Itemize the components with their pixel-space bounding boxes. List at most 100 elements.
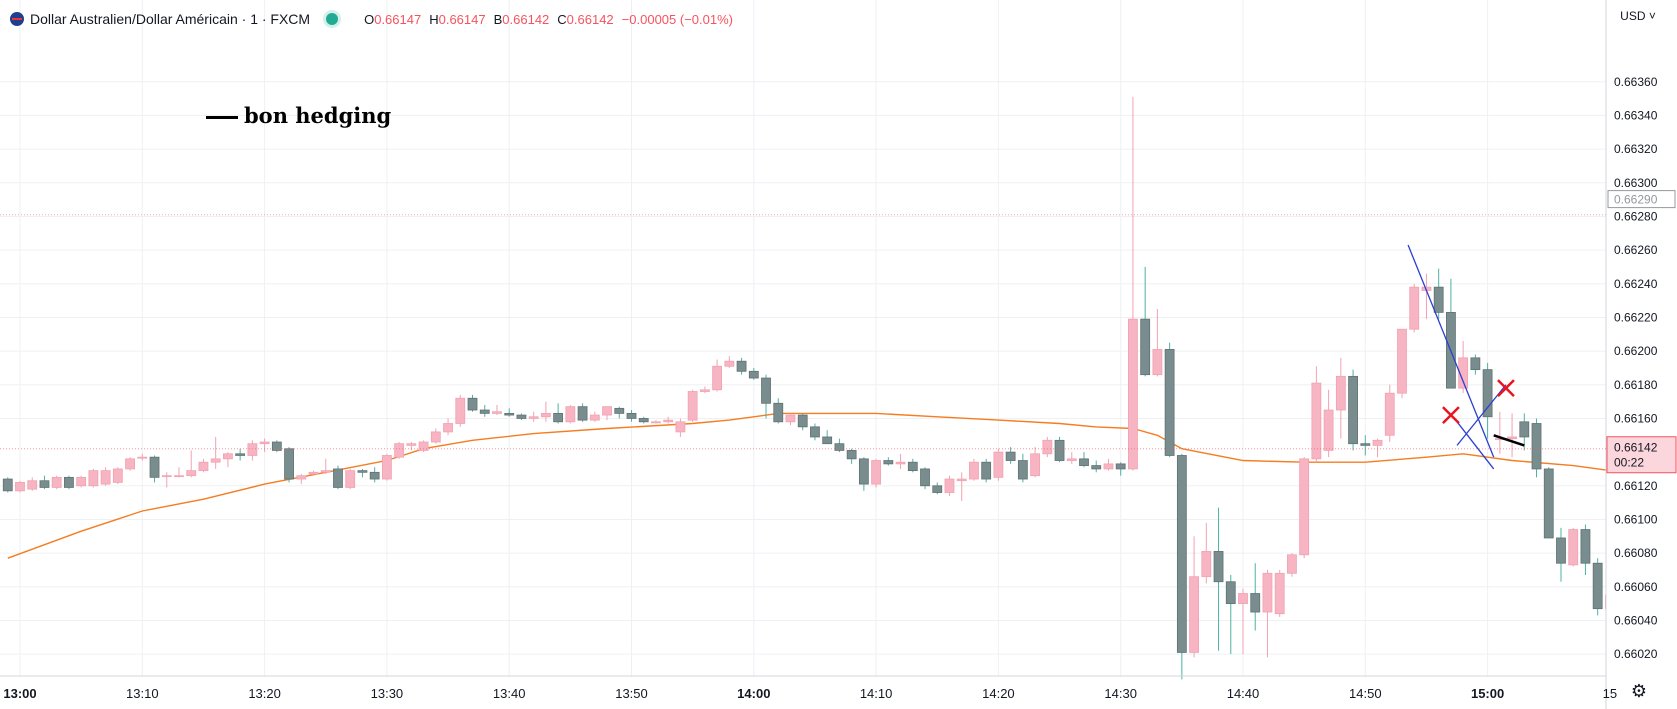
- candle-body: [430, 431, 441, 443]
- time-tick-label: 15: [1603, 686, 1617, 701]
- candle: [223, 452, 233, 468]
- candle-body: [699, 389, 710, 392]
- candle: [1592, 558, 1603, 616]
- candle-body: [638, 418, 649, 423]
- candle-body: [381, 455, 392, 480]
- candle: [88, 468, 99, 488]
- candle: [1201, 522, 1212, 584]
- candle: [76, 475, 87, 488]
- candle: [1274, 569, 1285, 618]
- australia-flag-icon: [10, 12, 24, 26]
- candle: [1262, 569, 1273, 658]
- candle-body: [100, 470, 111, 485]
- candle: [443, 418, 453, 436]
- annotation-note[interactable]: bon hedging: [206, 103, 391, 128]
- candle: [1079, 452, 1089, 468]
- candle: [1311, 366, 1322, 463]
- candle: [1225, 574, 1236, 655]
- candle-body: [1042, 439, 1053, 455]
- candle-body: [406, 443, 417, 446]
- candle-body: [846, 450, 857, 460]
- candle-body: [1482, 369, 1493, 418]
- candle: [27, 477, 38, 491]
- candle: [663, 416, 674, 424]
- candle: [1507, 413, 1517, 458]
- candle: [699, 386, 710, 394]
- price-tick-label: 0.66200: [1614, 344, 1658, 358]
- candle-body: [1152, 349, 1163, 376]
- candle-body: [1323, 409, 1334, 451]
- candle-body: [1299, 458, 1310, 556]
- candle: [125, 457, 135, 471]
- candle-body: [1556, 537, 1566, 564]
- candle-body: [1128, 318, 1138, 470]
- candle-body: [932, 485, 943, 493]
- time-tick-label: 13:50: [615, 686, 648, 701]
- candle-body: [1433, 286, 1444, 313]
- time-tick-label: 14:50: [1349, 686, 1382, 701]
- candle: [724, 356, 735, 368]
- currency-button[interactable]: USD ˅: [1620, 9, 1656, 23]
- candle: [1030, 447, 1040, 478]
- candle: [1446, 278, 1456, 389]
- candle-body: [1140, 318, 1151, 376]
- candle: [1128, 96, 1138, 471]
- candle-body: [112, 468, 123, 483]
- ohlc-close: C0.66142: [557, 11, 614, 27]
- candles: [2, 96, 1640, 680]
- candle: [161, 472, 172, 488]
- candle-body: [345, 470, 356, 488]
- candle: [1409, 283, 1420, 333]
- candle: [944, 475, 955, 496]
- candle-body: [1201, 551, 1212, 578]
- candle-body: [1030, 453, 1040, 477]
- candle-body: [149, 456, 160, 478]
- candle-body: [1262, 572, 1273, 613]
- candle: [1287, 553, 1297, 577]
- candle: [834, 438, 845, 453]
- candle-body: [296, 475, 307, 480]
- candle: [1556, 527, 1566, 582]
- candle: [969, 458, 979, 481]
- candle-body: [773, 402, 784, 423]
- candle: [39, 475, 50, 490]
- time-tick-label: 15:00: [1471, 686, 1504, 701]
- candle: [64, 475, 74, 490]
- symbol-header[interactable]: Dollar Australien/Dollar Américain · 1 ·…: [10, 8, 733, 30]
- candle-body: [1409, 286, 1420, 330]
- candle-body: [284, 448, 294, 480]
- candle: [430, 428, 441, 444]
- settings-gear-icon[interactable]: ⚙: [1630, 681, 1648, 701]
- candle: [1189, 536, 1199, 658]
- candle: [418, 440, 429, 453]
- candle-body: [1079, 458, 1089, 466]
- candle: [981, 458, 992, 483]
- ohlc-change: −0.00005 (−0.01%): [621, 11, 733, 27]
- price-tick-label: 0.66080: [1614, 546, 1658, 560]
- candle-body: [663, 419, 674, 423]
- candle: [1115, 462, 1126, 476]
- candle-body: [1348, 375, 1358, 445]
- candle-body: [504, 412, 515, 416]
- candle: [1250, 563, 1261, 631]
- symbol-title[interactable]: Dollar Australien/Dollar Américain · 1 ·…: [30, 11, 311, 27]
- candle-body: [1274, 572, 1285, 615]
- candle: [761, 374, 771, 419]
- candle-body: [455, 397, 466, 424]
- candle-body: [1519, 421, 1530, 438]
- price-tick-label: 0.66360: [1614, 75, 1658, 89]
- candle: [810, 423, 820, 441]
- market-status-icon: [326, 13, 339, 25]
- candle: [602, 406, 612, 421]
- candle: [895, 453, 906, 469]
- candle-body: [1066, 458, 1077, 461]
- candle: [51, 475, 62, 490]
- candle-body: [761, 377, 771, 404]
- candle: [308, 470, 319, 476]
- candle-body: [186, 470, 197, 477]
- candle-body: [1360, 443, 1371, 446]
- price-tick-label: 0.66100: [1614, 512, 1658, 526]
- candle-body: [333, 468, 343, 488]
- candle-body: [271, 441, 282, 451]
